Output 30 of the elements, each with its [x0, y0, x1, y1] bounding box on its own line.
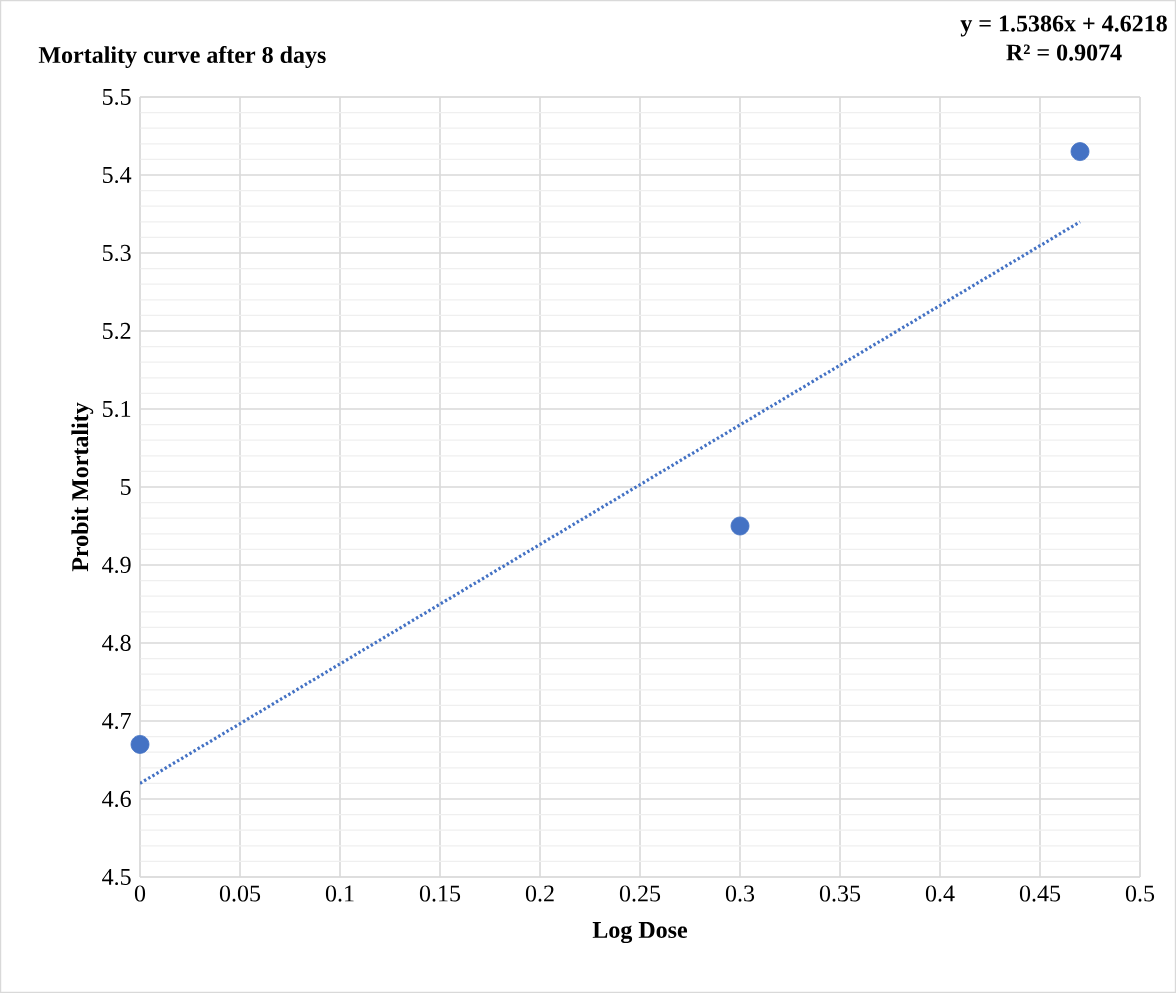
y-tick-label: 4.8 [102, 634, 131, 652]
y-tick-label: 4.6 [102, 790, 131, 808]
chart-title: Mortality curve after 8 days [38, 45, 326, 69]
text: y = 1.5386x + 4.6218 [960, 15, 1167, 37]
x-axis-title: Log Dose [592, 922, 688, 944]
y-tick-label: 5 [120, 479, 131, 495]
x-tick-label: 0 [134, 885, 146, 902]
y-tick-label: 5.1 [102, 400, 131, 418]
y-tick-label: 4.5 [102, 868, 131, 886]
x-tick-label: 0.45 [1019, 885, 1061, 902]
point [730, 516, 750, 536]
x-tick-label: 0.3 [725, 885, 755, 902]
x-tick-label: 0.25 [619, 885, 661, 902]
point [130, 735, 150, 754]
y-axis-title: Probit Mortality [71, 402, 94, 572]
x-tick-label: 0.4 [925, 885, 955, 902]
y-tick-label: 5.3 [102, 244, 131, 262]
y-tick-label: 4.7 [102, 712, 131, 730]
x-tick-label: 0.35 [819, 885, 861, 902]
x-tick-label: 0.5 [1125, 885, 1155, 902]
x-tick-label: 0.1 [325, 885, 354, 902]
x-tick-label: 0.05 [219, 885, 261, 902]
x-tick-label: 0.2 [525, 885, 554, 902]
y-tick-label: 5.2 [102, 322, 131, 340]
y-tick-label: 4.9 [102, 556, 131, 574]
y-tick-label: 5.4 [102, 166, 132, 184]
y-tick-label: 5.5 [102, 88, 131, 106]
point [1070, 142, 1090, 161]
x-tick-label: 0.15 [419, 885, 461, 902]
text: R² = 0.9074 [1006, 44, 1122, 61]
